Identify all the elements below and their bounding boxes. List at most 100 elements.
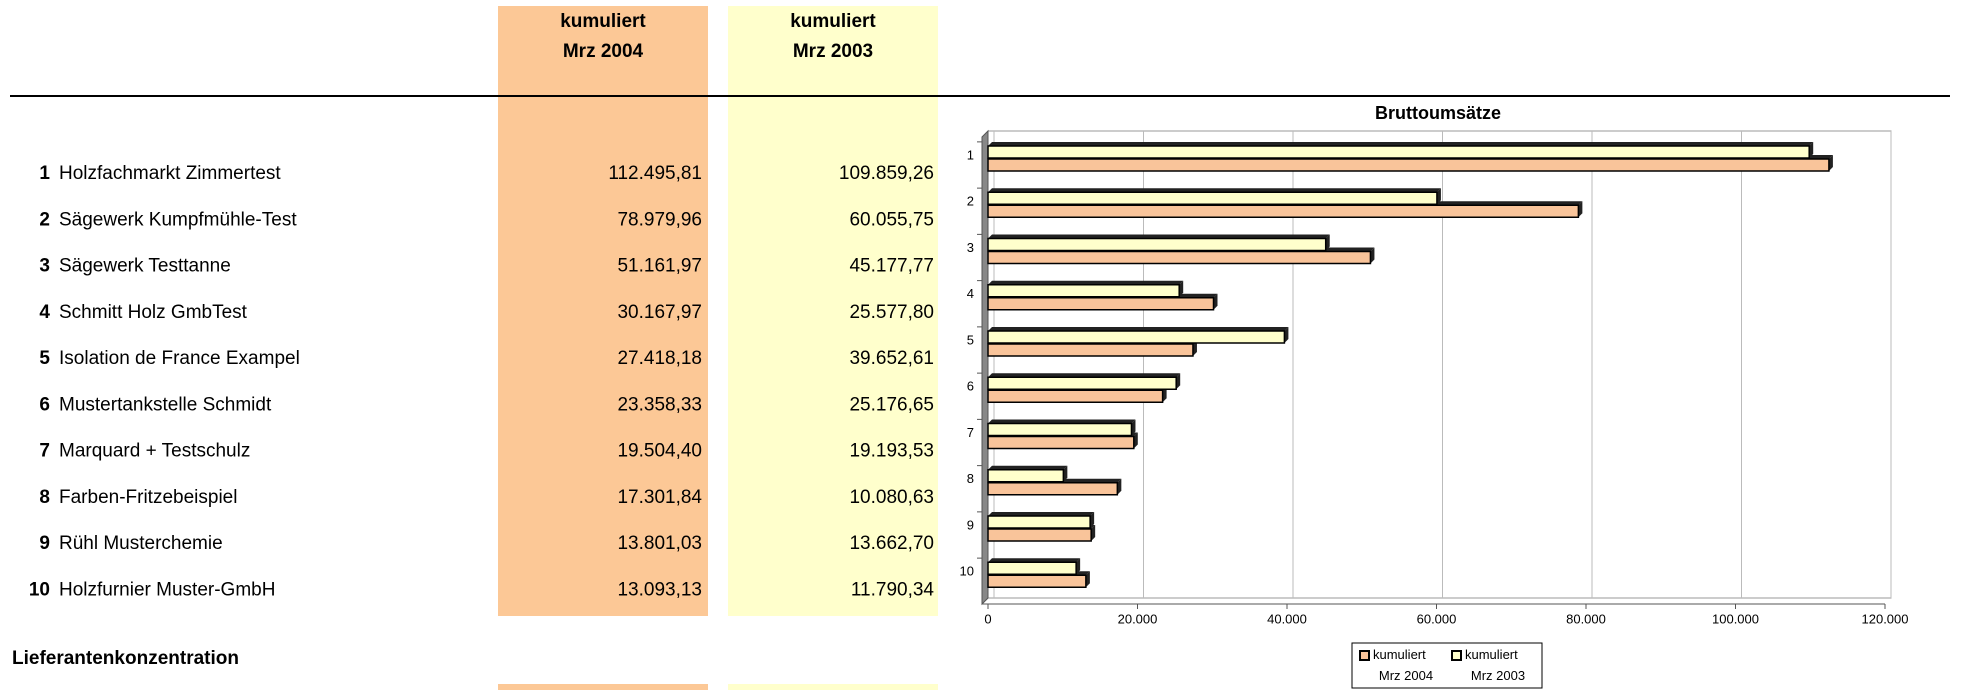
column-header: kumuliert xyxy=(560,11,646,32)
chart-title: Bruttoumsätze xyxy=(1375,103,1501,123)
amount: 30.167,97 xyxy=(617,302,702,323)
x-tick-label: 0 xyxy=(984,611,991,626)
bar-depth xyxy=(1076,558,1081,575)
legend-label-line: Mrz 2004 xyxy=(1379,668,1433,683)
supplier-name: Schmitt Holz GmbTest xyxy=(59,302,248,323)
bar-top xyxy=(988,512,1095,516)
legend-swatch xyxy=(1451,650,1462,661)
amount: 11.790,34 xyxy=(851,579,935,600)
bar xyxy=(987,250,1372,265)
bar-top xyxy=(988,280,1184,285)
y-tick-label: 6 xyxy=(967,379,974,394)
supplier-name: Holzfachmarkt Zimmertest xyxy=(59,163,281,184)
bar-top xyxy=(988,465,1068,470)
amount: 10.080,63 xyxy=(849,487,934,508)
amount: 27.418,18 xyxy=(617,348,702,369)
bar-top xyxy=(988,558,1081,563)
amount: 25.577,80 xyxy=(849,302,934,323)
rank: 9 xyxy=(39,533,50,554)
rank: 2 xyxy=(39,209,50,230)
plot-wall xyxy=(981,129,989,606)
y-tick-label: 9 xyxy=(967,517,974,532)
column-2004-lower xyxy=(498,684,708,690)
rank: 7 xyxy=(39,441,50,462)
x-tick-label: 20.000 xyxy=(1118,611,1158,626)
amount: 45.177,77 xyxy=(849,256,934,277)
y-tick-label: 4 xyxy=(967,286,974,301)
bar-depth xyxy=(1370,247,1375,264)
x-tick-label: 80.000 xyxy=(1566,611,1606,626)
rank: 6 xyxy=(39,394,50,415)
bar xyxy=(987,284,1180,298)
y-tick-label: 10 xyxy=(960,564,974,579)
column-header: Mrz 2004 xyxy=(563,41,644,62)
bar-top xyxy=(988,327,1289,331)
y-tick-label: 5 xyxy=(967,332,974,347)
bar xyxy=(987,191,1438,205)
bar-depth xyxy=(1091,525,1096,541)
column-header: kumuliert xyxy=(790,11,876,32)
bar-top xyxy=(988,373,1181,378)
x-tick-label: 120.000 xyxy=(1862,611,1909,626)
amount: 109.859,26 xyxy=(839,163,934,184)
bar-depth xyxy=(1085,571,1090,588)
supplier-name: Marquard + Testschulz xyxy=(59,441,250,462)
bar-depth xyxy=(1325,234,1330,251)
amount: 13.662,70 xyxy=(849,533,934,554)
x-tick-label: 100.000 xyxy=(1712,611,1759,626)
legend-label-line: kumuliert xyxy=(1465,647,1518,662)
y-tick-label: 3 xyxy=(967,240,974,255)
rank: 3 xyxy=(39,256,50,277)
x-tick-label: 40.000 xyxy=(1267,611,1307,626)
supplier-name: Mustertankstelle Schmidt xyxy=(59,394,272,415)
bar xyxy=(987,561,1077,575)
bar-depth xyxy=(1133,432,1138,449)
bar-depth xyxy=(1176,373,1181,390)
amount: 23.358,33 xyxy=(617,394,702,415)
bar-top xyxy=(988,419,1136,424)
legend-label: kumuliert Mrz 2003 xyxy=(1465,647,1525,683)
bar-depth xyxy=(1213,293,1218,310)
bar-depth xyxy=(1131,419,1136,436)
bar xyxy=(987,330,1286,344)
legend-swatch xyxy=(1359,650,1370,661)
amount: 19.504,40 xyxy=(617,441,702,462)
amount: 19.193,53 xyxy=(849,441,934,462)
amount: 51.161,97 xyxy=(617,256,702,277)
bar xyxy=(987,422,1133,437)
supplier-name: Rühl Musterchemie xyxy=(59,533,223,554)
bar xyxy=(987,574,1087,588)
legend-label-line: kumuliert xyxy=(1373,647,1426,662)
legend-label: kumuliert Mrz 2004 xyxy=(1373,647,1433,683)
column-2003-lower xyxy=(728,684,938,690)
bar-top xyxy=(988,188,1441,193)
bar xyxy=(987,343,1194,357)
column-2003 xyxy=(728,6,938,616)
bar xyxy=(987,376,1177,390)
y-tick-label: 8 xyxy=(967,471,974,486)
bar xyxy=(987,204,1580,218)
bar-depth xyxy=(1809,142,1814,158)
amount: 60.055,75 xyxy=(849,209,934,230)
supplier-name: Farben-Fritzebeispiel xyxy=(59,487,237,508)
bar xyxy=(987,389,1164,403)
amount: 13.093,13 xyxy=(617,579,702,600)
amount: 17.301,84 xyxy=(617,487,702,508)
bar xyxy=(987,528,1092,542)
bar xyxy=(987,158,1830,172)
bar-depth xyxy=(1063,465,1068,482)
column-header: Mrz 2003 xyxy=(793,41,873,62)
x-tick-label: 60.000 xyxy=(1417,611,1457,626)
supplier-name: Isolation de France Exampel xyxy=(59,348,300,369)
amount: 13.801,03 xyxy=(617,533,702,554)
bar xyxy=(987,469,1065,483)
rank: 8 xyxy=(39,487,50,508)
amount: 78.979,96 xyxy=(617,209,702,230)
bar-depth xyxy=(1436,188,1441,205)
bar-depth xyxy=(1578,201,1583,218)
y-tick-label: 2 xyxy=(967,194,974,209)
section-title: Lieferantenkonzentration xyxy=(12,648,239,669)
rank: 1 xyxy=(39,163,50,184)
y-tick-label: 1 xyxy=(967,147,974,162)
